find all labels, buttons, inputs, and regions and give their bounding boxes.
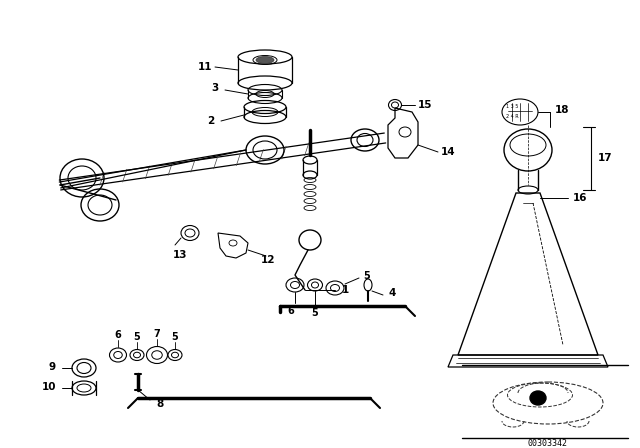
Text: 8: 8	[156, 399, 164, 409]
Text: 5: 5	[172, 332, 179, 342]
Text: 16: 16	[573, 193, 588, 203]
Text: 00303342: 00303342	[528, 439, 568, 448]
Text: 13: 13	[173, 250, 188, 260]
Text: 5: 5	[312, 308, 318, 318]
Ellipse shape	[530, 391, 546, 405]
Text: 17: 17	[598, 153, 612, 163]
Text: 12: 12	[260, 255, 275, 265]
Text: 4: 4	[388, 288, 396, 298]
Text: 2 4 R: 2 4 R	[506, 113, 518, 119]
Text: 1: 1	[341, 285, 349, 295]
Text: 10: 10	[42, 382, 56, 392]
Text: 7: 7	[154, 329, 161, 339]
Text: 14: 14	[441, 147, 455, 157]
Text: 11: 11	[198, 62, 212, 72]
Text: 3: 3	[211, 83, 219, 93]
Text: 2: 2	[207, 116, 214, 126]
Text: 5: 5	[134, 332, 140, 342]
Text: 5: 5	[364, 271, 371, 281]
Text: 1 3 5: 1 3 5	[506, 104, 518, 109]
Text: 6: 6	[115, 330, 122, 340]
Text: 9: 9	[49, 362, 56, 372]
Text: 6: 6	[287, 306, 294, 316]
Text: 15: 15	[418, 100, 432, 110]
Text: 18: 18	[555, 105, 569, 115]
Ellipse shape	[256, 56, 274, 64]
